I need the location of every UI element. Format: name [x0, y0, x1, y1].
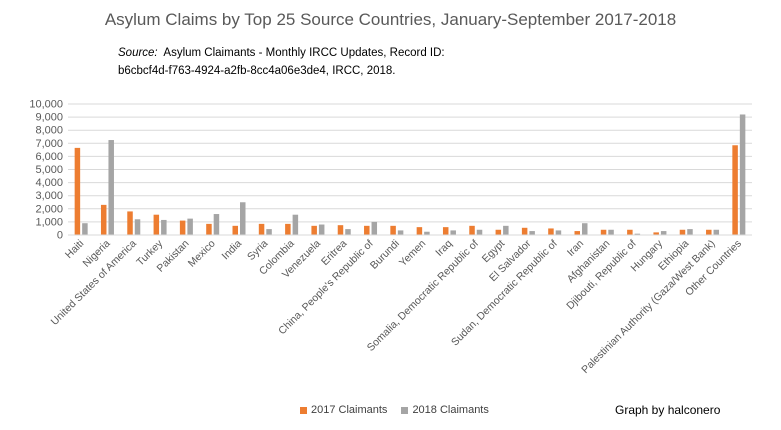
bar-2018: [318, 224, 325, 235]
bar-2017: [469, 225, 475, 235]
y-tick-label: 7,000: [35, 138, 63, 150]
bar-2018: [660, 231, 667, 235]
bar-2018: [397, 230, 404, 235]
bar-2017: [390, 225, 396, 235]
bar-2017: [416, 227, 423, 235]
bar-2018: [608, 229, 614, 235]
bar-2018: [187, 218, 193, 235]
x-tick-label: Mexico: [186, 238, 218, 270]
bar-2017: [206, 223, 212, 235]
source-label: Source:: [118, 47, 158, 59]
y-tick-label: 4,000: [35, 177, 63, 189]
bar-2018: [503, 225, 509, 235]
bar-2018: [476, 229, 483, 235]
legend-label-2018: 2018 Claimants: [412, 404, 489, 416]
chart-title: Asylum Claims by Top 25 Source Countries…: [104, 10, 677, 29]
bar-2017: [442, 227, 449, 235]
bar-2018: [529, 231, 535, 235]
legend-item-2017: 2017 Claimants: [300, 404, 387, 416]
chart-credit: Graph by halconero: [615, 403, 721, 417]
source-note: Source: Asylum Claimants - Monthly IRCC …: [118, 44, 445, 80]
legend-label-2017: 2017 Claimants: [311, 404, 388, 416]
y-tick-label: 6,000: [35, 151, 63, 163]
source-text-1: Asylum Claimants - Monthly IRCC Updates,…: [163, 47, 445, 59]
y-tick-label: 2,000: [35, 203, 63, 215]
bar-2017: [627, 229, 633, 235]
bar-2018: [292, 214, 299, 235]
x-tick-label: Burundi: [368, 238, 402, 272]
bar-2017: [574, 231, 580, 235]
x-tick-label: Iraq: [433, 238, 454, 259]
x-tick-label: Haiti: [63, 238, 86, 261]
bar-2017: [364, 225, 370, 235]
bar-2017: [706, 229, 712, 235]
bar-2017: [232, 225, 238, 235]
y-tick-label: 0: [57, 230, 63, 242]
bar-2018: [424, 231, 430, 235]
bar-2018: [240, 202, 246, 235]
bar-2017: [100, 204, 107, 235]
bar-2018: [739, 114, 746, 235]
bar-2018: [345, 229, 351, 235]
legend-item-2018: 2018 Claimants: [401, 404, 489, 416]
bar-2018: [713, 229, 720, 235]
y-tick-label: 8,000: [35, 125, 63, 137]
y-axis-ticks: 0 1,0002,0003,0004,0005,0006,0007,0008,00…: [29, 99, 63, 242]
x-tick-label: Iran: [565, 238, 586, 259]
bar-2018: [161, 219, 167, 235]
bar-2018: [266, 229, 272, 235]
bar-2018: [450, 230, 456, 235]
y-tick-label: 10,000: [29, 99, 63, 111]
bar-2017: [548, 228, 554, 235]
bar-2017: [179, 220, 186, 235]
bar-2017: [679, 229, 686, 235]
bar-2017: [600, 229, 607, 235]
bar-2017: [285, 223, 291, 235]
bar-2018: [82, 223, 88, 235]
bar-2017: [153, 214, 160, 235]
bar-2018: [213, 214, 220, 235]
y-tick-label: 5,000: [35, 164, 63, 176]
bar-2017: [653, 232, 659, 235]
x-tick-label: India: [220, 238, 245, 263]
bar-2017: [495, 229, 502, 235]
gridlines: [68, 103, 752, 223]
bar-2017: [732, 145, 738, 235]
bar-2017: [74, 147, 81, 235]
legend-swatch-2017: [300, 406, 307, 414]
bar-2017: [337, 225, 344, 235]
y-tick-label: 9,000: [35, 112, 63, 124]
bar-2017: [521, 227, 528, 235]
legend-swatch-2018: [401, 406, 409, 414]
bar-2018: [371, 221, 378, 235]
bar-2018: [687, 229, 693, 235]
bar-2018: [582, 223, 588, 235]
bar-2017: [311, 225, 317, 235]
bar-2017: [127, 211, 133, 235]
legend: 2017 Claimants 2018 Claimants: [300, 404, 489, 416]
bars: [74, 114, 746, 235]
bar-2018: [634, 233, 641, 235]
x-tick-label: Yemen: [397, 238, 428, 269]
source-text-2: b6cbcf4d-f763-4924-a2fb-8cc4a06e3de4, IR…: [118, 65, 396, 77]
y-tick-label: 3,000: [35, 190, 63, 202]
bar-2018: [108, 140, 114, 235]
bar-2018: [555, 230, 562, 235]
y-tick-label: 1,000: [35, 216, 63, 228]
bar-2017: [258, 223, 265, 235]
bar-2018: [134, 219, 141, 235]
